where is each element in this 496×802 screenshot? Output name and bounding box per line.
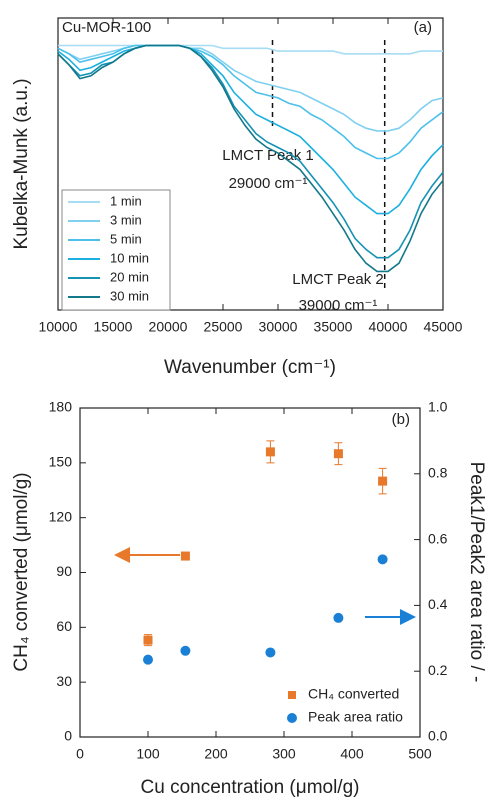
annotation: Cu-MOR-100	[62, 19, 151, 36]
x-tick-label: 20000	[149, 319, 188, 335]
plot-frame	[57, 17, 444, 311]
x-tick-label: 300	[272, 746, 296, 762]
data-point	[180, 645, 191, 656]
spectrum-line	[57, 44, 444, 160]
y-tick-label: 180	[49, 399, 73, 415]
x-tick-label: 500	[408, 746, 432, 762]
data-point	[333, 612, 344, 623]
x-tick-label: 15000	[94, 319, 133, 335]
legend-label: 5 min	[110, 231, 142, 246]
y2-tick-label: 0.2	[428, 662, 448, 678]
annotation: (a)	[414, 19, 432, 36]
x-axis-title: Wavenumber (cm⁻¹)	[164, 357, 336, 378]
data-point	[377, 554, 388, 565]
annotation: LMCT Peak 2	[292, 271, 383, 288]
y2-tick-label: 0.4	[428, 596, 448, 612]
legend-label: 20 min	[110, 269, 149, 284]
y-tick-label: 0	[64, 728, 72, 744]
spectrum-line	[58, 44, 443, 55]
spectrum-line	[57, 44, 444, 215]
y2-axis-title: Peak1/Peak2 area ratio / -	[466, 462, 487, 683]
legend-label: 1 min	[110, 193, 142, 208]
annotation: 29000 cm⁻¹	[229, 175, 308, 192]
x-tick-label: 400	[340, 746, 364, 762]
x-tick-label: 40000	[369, 319, 408, 335]
data-point	[265, 447, 275, 457]
annotation: (b)	[392, 411, 410, 428]
spectrum-line	[57, 44, 444, 273]
legend-label: Peak area ratio	[308, 709, 403, 725]
y2-tick-label: 1.0	[428, 399, 448, 415]
x-tick-label: 100	[136, 746, 160, 762]
legend-label: CH₄ converted	[308, 686, 399, 702]
y-tick-label: 150	[49, 454, 73, 470]
x-tick-label: 35000	[314, 319, 353, 335]
legend-label: 3 min	[110, 212, 142, 227]
y2-tick-label: 0.8	[428, 465, 448, 481]
data-point	[143, 635, 153, 645]
data-point	[378, 476, 388, 486]
y2-tick-label: 0.0	[428, 728, 448, 744]
y-tick-label: 90	[56, 563, 72, 579]
data-point	[265, 647, 276, 658]
y2-tick-label: 0.6	[428, 530, 448, 546]
x-tick-label: 30000	[259, 319, 298, 335]
x-tick-label: 200	[204, 746, 228, 762]
x-tick-label: 0	[76, 746, 84, 762]
legend-marker	[288, 691, 296, 699]
annotation: 39000 cm⁻¹	[299, 297, 378, 314]
data-point	[143, 654, 153, 665]
y-axis-title: CH₄ converted (μmol/g)	[11, 472, 32, 671]
x-tick-label: 45000	[424, 319, 463, 335]
legend-label: 30 min	[110, 288, 149, 303]
x-tick-label: 25000	[204, 319, 243, 335]
data-point	[333, 449, 343, 459]
y-tick-label: 120	[49, 508, 73, 524]
y-tick-label: 60	[56, 618, 72, 634]
legend-box	[61, 189, 171, 311]
legend-label: 10 min	[110, 250, 149, 265]
annotation: LMCT Peak 1	[222, 147, 313, 164]
y-tick-label: 30	[56, 673, 72, 689]
x-tick-label: 10000	[39, 319, 78, 335]
data-point	[180, 551, 190, 561]
y-axis-title: Kubelka-Munk (a.u.)	[11, 78, 32, 249]
x-axis-title: Cu concentration (μmol/g)	[141, 777, 360, 798]
legend-marker	[287, 713, 297, 723]
